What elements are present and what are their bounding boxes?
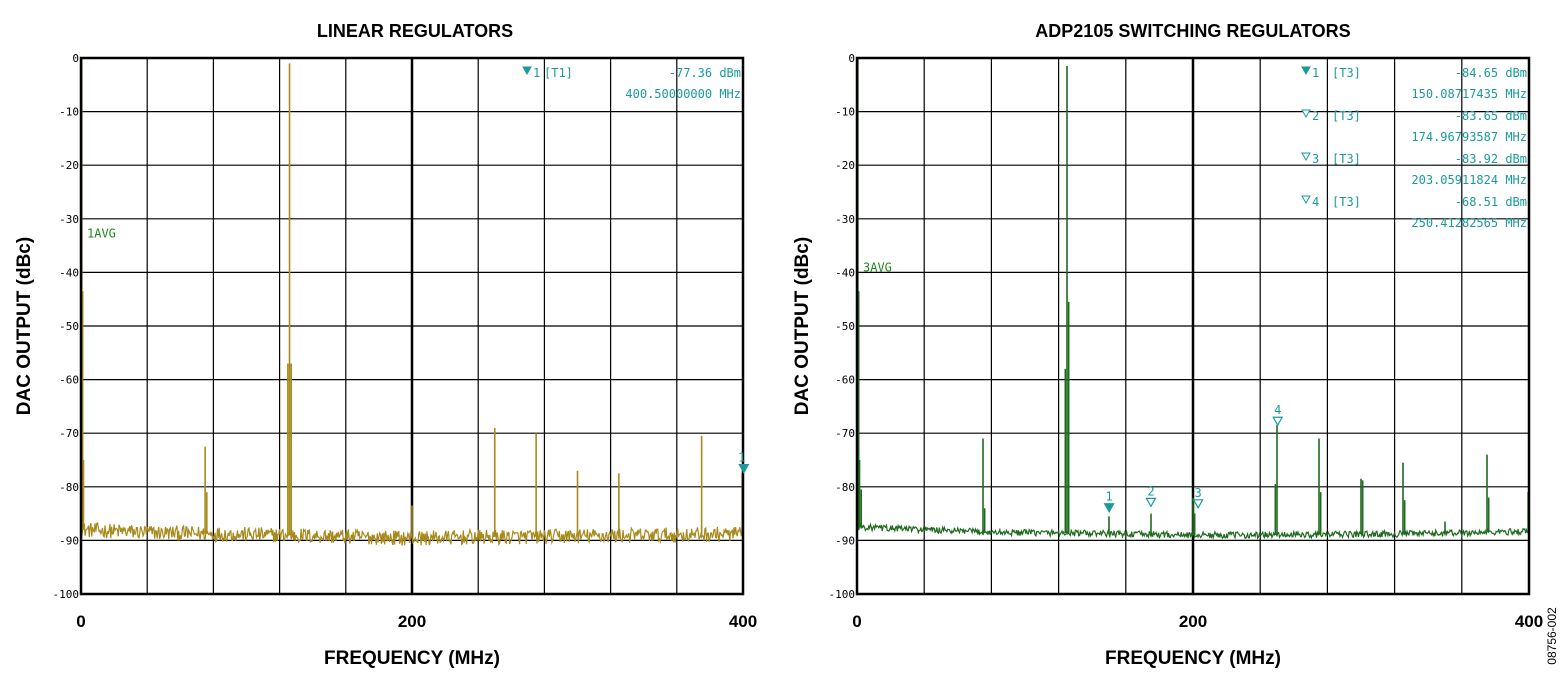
marker-table-frequency: 174.96793587 MHz bbox=[1411, 130, 1527, 144]
y-tick-label: -50 bbox=[835, 320, 855, 333]
marker-table-trace: [T3] bbox=[1332, 195, 1361, 209]
marker-table-id: 3 bbox=[1312, 152, 1319, 166]
x-tick-label: 200 bbox=[1179, 612, 1207, 631]
plot-frame bbox=[855, 56, 1531, 596]
y-tick-label: -20 bbox=[59, 159, 79, 172]
y-tick-label: -80 bbox=[59, 481, 79, 494]
marker-table-level: -83.92 dBm bbox=[1455, 152, 1527, 166]
marker-table-triangle bbox=[1301, 66, 1311, 76]
y-tick-label: -80 bbox=[835, 481, 855, 494]
marker-table-trace: [T3] bbox=[1332, 109, 1361, 123]
y-tick-label: -50 bbox=[59, 320, 79, 333]
y-tick-label: -90 bbox=[835, 534, 855, 547]
marker-label: 3 bbox=[1195, 486, 1202, 500]
marker-table-level: -77.36 dBm bbox=[669, 66, 741, 80]
x-axis-label: FREQUENCY (MHz) bbox=[1105, 648, 1281, 669]
marker-label: 2 bbox=[1147, 484, 1154, 498]
chart-panel-linear: LINEAR REGULATORS 0 -10 -20 -30 -40 -50 -60 -70 -… bbox=[14, 21, 757, 669]
marker-triangle bbox=[1145, 497, 1157, 508]
chart-panel-switching: ADP2105 SWITCHING REGULATORS 0 -10 -20 -30 -4… bbox=[792, 21, 1543, 669]
marker-table-triangle bbox=[1301, 195, 1311, 205]
chart-title: ADP2105 SWITCHING REGULATORS bbox=[1035, 21, 1350, 41]
x-tick-label: 400 bbox=[1515, 612, 1543, 631]
plot-frame bbox=[79, 56, 745, 596]
x-tick-label: 400 bbox=[729, 612, 757, 631]
marker-label: 1 bbox=[1106, 490, 1113, 504]
marker-table-trace: [T3] bbox=[1332, 152, 1361, 166]
y-tick-label: -60 bbox=[59, 374, 79, 387]
marker-triangle bbox=[1103, 503, 1115, 513]
marker-table-id: 1 bbox=[1312, 66, 1319, 80]
y-tick-label: -70 bbox=[835, 427, 855, 440]
marker-table-frequency: 203.05911824 MHz bbox=[1411, 173, 1527, 187]
marker-table-trace: [T3] bbox=[1332, 66, 1361, 80]
y-axis-label: DAC OUTPUT (dBc) bbox=[14, 237, 35, 415]
y-tick-label: 0 bbox=[72, 52, 79, 65]
marker-table-level: -84.65 dBm bbox=[1455, 66, 1527, 80]
y-tick-label: -90 bbox=[59, 534, 79, 547]
chart-title: LINEAR REGULATORS bbox=[317, 21, 513, 41]
y-tick-label: -40 bbox=[835, 266, 855, 279]
y-tick-label: -10 bbox=[835, 106, 855, 119]
y-tick-label: -20 bbox=[835, 159, 855, 172]
trace-mode-label: 3AVG bbox=[863, 260, 892, 274]
y-tick-label: 0 bbox=[848, 52, 855, 65]
marker-triangle bbox=[1192, 499, 1204, 510]
marker-table-id: 1 bbox=[533, 66, 540, 80]
marker-table-triangle bbox=[1301, 152, 1311, 162]
trace-mode-label: 1AVG bbox=[87, 227, 116, 241]
marker-table-level: -68.51 dBm bbox=[1455, 195, 1527, 209]
x-tick-label: 0 bbox=[852, 612, 861, 631]
marker-triangle bbox=[1272, 416, 1284, 427]
y-tick-label: -30 bbox=[59, 213, 79, 226]
y-axis-label: DAC OUTPUT (dBc) bbox=[792, 237, 813, 415]
marker-table-triangle bbox=[522, 66, 532, 76]
marker-table-id: 2 bbox=[1312, 109, 1319, 123]
x-tick-label: 0 bbox=[76, 612, 85, 631]
x-axis-label: FREQUENCY (MHz) bbox=[324, 648, 500, 669]
y-tick-label: -30 bbox=[835, 213, 855, 226]
marker-triangle bbox=[738, 464, 750, 474]
y-tick-label: -10 bbox=[59, 106, 79, 119]
y-tick-label: -60 bbox=[835, 374, 855, 387]
marker-label: 4 bbox=[1274, 403, 1281, 417]
marker-label: 1 bbox=[738, 451, 745, 465]
y-tick-label: -100 bbox=[53, 588, 80, 601]
marker-table-id: 4 bbox=[1312, 195, 1319, 209]
marker-table-triangle bbox=[1301, 109, 1311, 119]
figure-id-label: 08756-002 bbox=[1545, 607, 1559, 665]
marker-table-frequency: 250.41282565 MHz bbox=[1411, 216, 1527, 230]
marker-table-frequency: 150.08717435 MHz bbox=[1411, 87, 1527, 101]
marker-table-frequency: 400.50000000 MHz bbox=[625, 87, 741, 101]
marker-table-trace: [T1] bbox=[544, 66, 573, 80]
y-tick-label: -70 bbox=[59, 427, 79, 440]
marker-table-level: -83.65 dBm bbox=[1455, 109, 1527, 123]
y-tick-label: -40 bbox=[59, 266, 79, 279]
y-tick-label: -100 bbox=[829, 588, 856, 601]
x-tick-label: 200 bbox=[398, 612, 426, 631]
